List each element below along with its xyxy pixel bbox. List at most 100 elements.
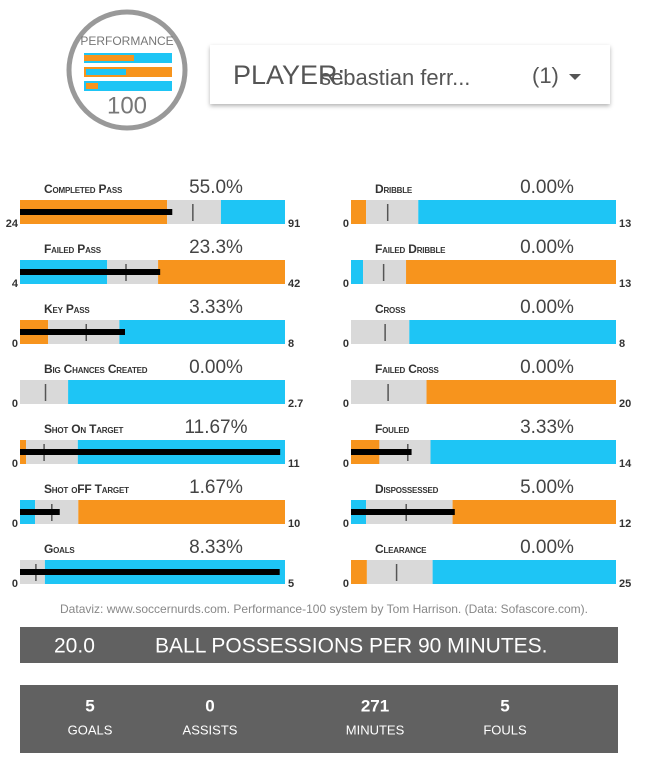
metric-percent: 3.33%	[189, 297, 243, 318]
metric-label: Failed Cross	[375, 362, 439, 376]
metric-label: Dispossessed	[375, 482, 439, 496]
player-selector[interactable]: PLAYER: sebastian ferr... (1)	[210, 45, 610, 104]
band-high	[158, 260, 285, 284]
value-bar	[351, 449, 412, 455]
selector-box[interactable]	[210, 45, 610, 104]
logo: PERFORMANCE 100	[66, 9, 188, 131]
metric-label: Failed Pass	[44, 242, 102, 256]
max-label: 8	[619, 338, 625, 350]
band-high	[452, 500, 616, 524]
metric-percent: 1.67%	[189, 477, 243, 498]
band-high	[418, 200, 616, 224]
band-low	[351, 260, 364, 284]
metric-label: Shot oFF Target	[44, 482, 129, 496]
metric-percent: 5.00%	[520, 477, 574, 498]
band-high	[426, 380, 616, 404]
min-label: 0	[343, 338, 349, 350]
metric-percent: 11.67%	[184, 417, 247, 438]
band-mid	[363, 260, 407, 284]
max-label: 42	[288, 278, 300, 290]
min-label: 0	[12, 518, 18, 530]
metric-percent: 0.00%	[520, 357, 574, 378]
metric-percent: 0.00%	[520, 177, 574, 198]
value-bar	[20, 329, 126, 335]
min-label: 0	[343, 218, 349, 230]
logo-bar	[84, 81, 172, 91]
metric-label: Failed Dribble	[375, 242, 446, 256]
band-mid	[366, 200, 419, 224]
max-label: 91	[288, 218, 300, 230]
max-label: 12	[619, 518, 631, 530]
value-bar	[20, 449, 281, 455]
min-label: 0	[343, 398, 349, 410]
min-label: 0	[12, 578, 18, 590]
band-high	[430, 440, 616, 464]
metric-label: Cross	[375, 302, 406, 316]
band-high	[68, 380, 285, 404]
metric-label: Big Chances Created	[44, 362, 148, 376]
band-high	[409, 320, 616, 344]
metric-label: Goals	[44, 542, 75, 556]
possession-label: BALL POSSESSIONS PER 90 MINUTES.	[155, 635, 548, 658]
selector-value: sebastian ferr...	[320, 65, 470, 90]
min-label: 0	[12, 458, 18, 470]
metric-percent: 8.33%	[189, 537, 243, 558]
value-bar	[20, 269, 161, 275]
band-high	[78, 500, 285, 524]
selector-label: PLAYER:	[233, 60, 345, 90]
value-bar	[351, 509, 455, 515]
band-low	[351, 560, 367, 584]
metric-percent: 0.00%	[520, 537, 574, 558]
min-label: 0	[343, 278, 349, 290]
band-high	[220, 200, 285, 224]
dropdown-caret[interactable]	[569, 74, 581, 80]
metric-label: Clearance	[375, 542, 427, 556]
credit: Dataviz: www.soccernurds.com. Performanc…	[60, 602, 588, 616]
stat-label: FOULS	[483, 722, 527, 737]
metric-percent: 3.33%	[520, 417, 574, 438]
band-mid	[167, 200, 221, 224]
min-label: 0	[12, 398, 18, 410]
metric-label: Dribble	[375, 182, 413, 196]
metric-percent: 23.3%	[189, 237, 243, 258]
metric-percent: 0.00%	[520, 297, 574, 318]
band-high	[119, 320, 285, 344]
logo-bottom: 100	[107, 92, 147, 119]
stat-value: 5	[500, 696, 509, 715]
possession-box	[20, 627, 618, 663]
max-label: 14	[619, 458, 632, 470]
min-label: 4	[12, 278, 19, 290]
max-label: 20	[619, 398, 631, 410]
metric-label: Fouled	[375, 422, 410, 436]
metric-label: Key Pass	[44, 302, 90, 316]
metric-label: Shot On Target	[44, 422, 124, 436]
max-label: 25	[619, 578, 631, 590]
logo-bar	[84, 55, 134, 61]
stat-value: 5	[85, 696, 94, 715]
stat-label: GOALS	[68, 722, 113, 737]
band-mid	[366, 560, 433, 584]
max-label: 11	[288, 458, 300, 470]
stat-value: 271	[361, 696, 389, 715]
logo-top: PERFORMANCE	[80, 34, 173, 48]
metrics: Completed Pass 55.0% 24 91 Failed Pass 23.3% 4…	[6, 177, 632, 590]
min-label: 0	[343, 518, 349, 530]
max-label: 13	[619, 218, 631, 230]
selector-count: (1)	[532, 63, 559, 88]
max-label: 8	[288, 338, 294, 350]
stat-label: MINUTES	[346, 722, 405, 737]
max-label: 2.7	[288, 398, 303, 410]
metric-percent: 55.0%	[189, 177, 243, 198]
min-label: 24	[6, 218, 19, 230]
logo-bar	[84, 67, 172, 77]
max-label: 10	[288, 518, 300, 530]
stat-value: 0	[205, 696, 214, 715]
band-high	[432, 560, 616, 584]
band-low	[351, 200, 367, 224]
band-mid	[351, 320, 410, 344]
logo-bar	[86, 69, 126, 75]
min-label: 0	[12, 338, 18, 350]
logo-bar	[86, 83, 98, 89]
band-high	[406, 260, 616, 284]
